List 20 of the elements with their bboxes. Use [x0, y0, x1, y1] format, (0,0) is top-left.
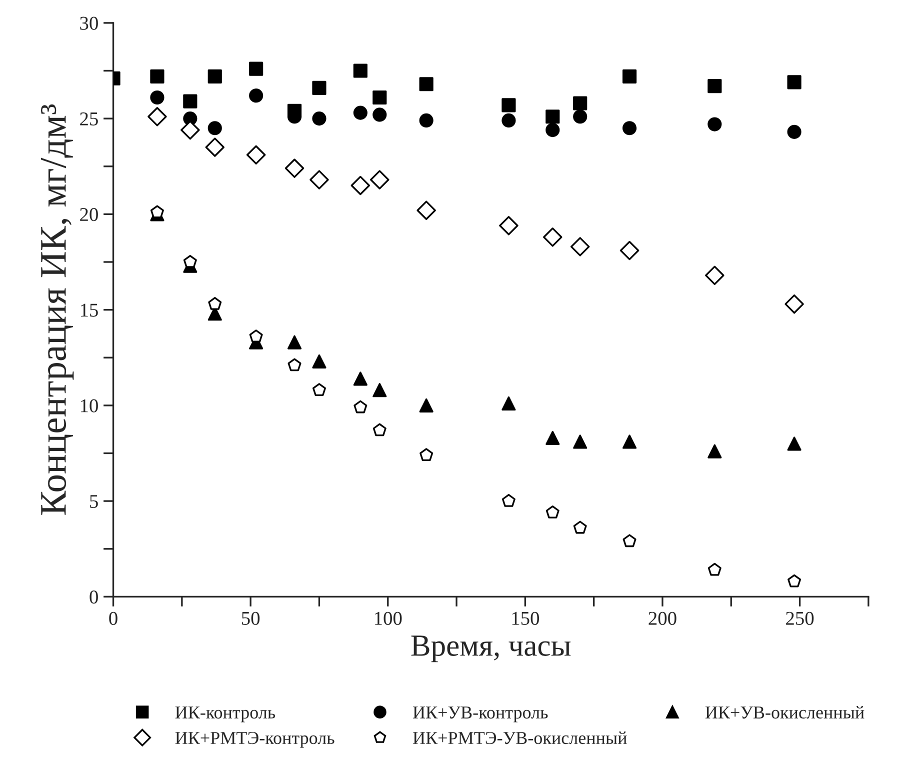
legend-label: ИК+РМТЭ-УВ-окисленный	[413, 732, 627, 744]
x-tick-label: 50	[242, 612, 260, 625]
x-tick-label: 200	[648, 612, 676, 625]
y-tick-label: 30	[80, 16, 98, 30]
y-tick-label: 15	[80, 304, 98, 317]
y-tick-label: 0	[90, 590, 98, 604]
y-tick-label: 20	[80, 208, 98, 222]
legend-label: ИК+РМТЭ-контроль	[175, 732, 334, 748]
legend-label: ИК-контроль	[175, 706, 276, 722]
x-tick-label: 0	[109, 612, 118, 625]
y-axis-title: Концентрация ИК, мг/дм³	[40, 104, 74, 515]
legend-label: ИК+УВ-контроль	[413, 706, 548, 722]
x-axis-title: Время, часы	[411, 636, 571, 662]
y-tick-label: 10	[80, 399, 98, 412]
x-tick-label: 100	[375, 612, 402, 625]
legend-label: ИК+УВ-окисленный	[705, 706, 864, 719]
y-tick-label: 25	[80, 112, 98, 126]
y-tick-label: 5	[90, 495, 98, 508]
x-tick-label: 250	[786, 612, 814, 625]
x-tick-label: 150	[512, 612, 540, 625]
